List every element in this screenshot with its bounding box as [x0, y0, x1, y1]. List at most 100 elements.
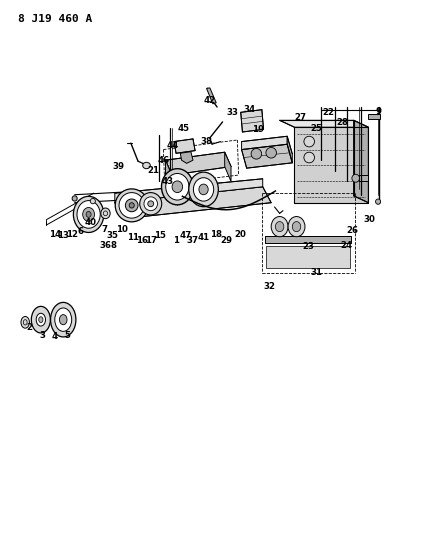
Text: 4: 4 — [52, 332, 58, 341]
Text: 27: 27 — [295, 113, 307, 122]
Ellipse shape — [119, 192, 145, 218]
Ellipse shape — [55, 308, 72, 332]
Polygon shape — [359, 175, 368, 181]
Ellipse shape — [140, 192, 162, 215]
Text: 31: 31 — [311, 269, 323, 277]
Ellipse shape — [31, 306, 50, 333]
Ellipse shape — [126, 199, 138, 212]
Polygon shape — [241, 110, 264, 132]
Ellipse shape — [271, 216, 288, 237]
Polygon shape — [279, 120, 368, 127]
Text: 3: 3 — [39, 331, 45, 340]
Text: 11: 11 — [126, 233, 139, 242]
Ellipse shape — [251, 149, 262, 159]
Text: 25: 25 — [311, 124, 323, 133]
Polygon shape — [206, 88, 216, 104]
Text: 35: 35 — [107, 231, 119, 240]
Ellipse shape — [115, 189, 148, 222]
Text: 9: 9 — [376, 107, 382, 116]
Ellipse shape — [129, 203, 134, 208]
Ellipse shape — [143, 163, 150, 168]
Ellipse shape — [162, 168, 193, 205]
Polygon shape — [225, 152, 231, 181]
Text: 14: 14 — [49, 230, 61, 239]
Text: 8: 8 — [111, 241, 117, 250]
Ellipse shape — [166, 173, 189, 200]
Polygon shape — [354, 120, 368, 203]
Text: 8 J19 460 A: 8 J19 460 A — [18, 14, 92, 24]
Ellipse shape — [86, 212, 91, 217]
Text: 28: 28 — [336, 118, 348, 127]
Ellipse shape — [72, 196, 77, 201]
Ellipse shape — [148, 201, 153, 207]
Text: 17: 17 — [145, 237, 157, 246]
Text: 36: 36 — [100, 241, 112, 250]
Ellipse shape — [90, 198, 95, 204]
Text: 19: 19 — [251, 125, 264, 134]
Ellipse shape — [39, 317, 43, 322]
Ellipse shape — [36, 313, 45, 326]
Ellipse shape — [101, 208, 110, 219]
Text: 39: 39 — [112, 162, 124, 171]
Ellipse shape — [144, 197, 157, 211]
Ellipse shape — [21, 317, 29, 328]
Polygon shape — [115, 179, 263, 203]
Ellipse shape — [193, 177, 214, 201]
Ellipse shape — [266, 148, 276, 158]
Text: 2: 2 — [26, 323, 32, 332]
Polygon shape — [165, 160, 172, 189]
Text: 13: 13 — [57, 231, 69, 240]
Text: 33: 33 — [226, 108, 238, 117]
Polygon shape — [180, 152, 193, 164]
Text: 38: 38 — [201, 137, 213, 146]
Ellipse shape — [199, 184, 208, 195]
Text: 41: 41 — [198, 233, 209, 242]
Polygon shape — [287, 136, 292, 163]
Text: 40: 40 — [84, 219, 96, 228]
Text: 12: 12 — [66, 230, 78, 239]
Text: 26: 26 — [346, 226, 358, 235]
Text: 10: 10 — [117, 225, 128, 234]
Polygon shape — [265, 236, 351, 243]
Text: 18: 18 — [210, 230, 222, 239]
Text: 21: 21 — [148, 166, 160, 175]
Text: 37: 37 — [187, 237, 199, 246]
Text: 34: 34 — [243, 105, 255, 114]
Text: 5: 5 — [64, 331, 70, 340]
Ellipse shape — [50, 302, 76, 337]
Text: 1: 1 — [173, 237, 179, 246]
Text: 45: 45 — [177, 124, 189, 133]
Polygon shape — [242, 144, 292, 168]
Ellipse shape — [189, 172, 218, 207]
Ellipse shape — [292, 222, 301, 232]
Ellipse shape — [77, 200, 100, 228]
Polygon shape — [165, 152, 231, 175]
Ellipse shape — [304, 136, 315, 147]
Ellipse shape — [352, 174, 360, 182]
Text: 22: 22 — [322, 108, 334, 117]
Text: 20: 20 — [235, 230, 247, 239]
Ellipse shape — [172, 181, 183, 192]
Polygon shape — [242, 136, 287, 150]
Ellipse shape — [59, 314, 67, 325]
Text: 47: 47 — [180, 231, 192, 240]
Ellipse shape — [288, 216, 305, 237]
Text: 46: 46 — [157, 156, 170, 165]
Polygon shape — [294, 127, 368, 203]
Text: 15: 15 — [154, 231, 166, 240]
Text: 16: 16 — [136, 237, 148, 246]
Ellipse shape — [376, 199, 381, 204]
Text: 30: 30 — [363, 215, 375, 224]
Text: 23: 23 — [302, 242, 314, 251]
Polygon shape — [115, 187, 271, 219]
Ellipse shape — [73, 196, 104, 232]
Text: 32: 32 — [263, 282, 275, 291]
Text: 44: 44 — [167, 141, 179, 150]
Polygon shape — [174, 139, 195, 154]
Text: 24: 24 — [340, 241, 352, 250]
Text: 43: 43 — [162, 177, 174, 186]
Text: 29: 29 — [221, 237, 233, 246]
Text: 6: 6 — [77, 228, 83, 237]
Text: 7: 7 — [101, 225, 107, 234]
Ellipse shape — [83, 207, 95, 221]
